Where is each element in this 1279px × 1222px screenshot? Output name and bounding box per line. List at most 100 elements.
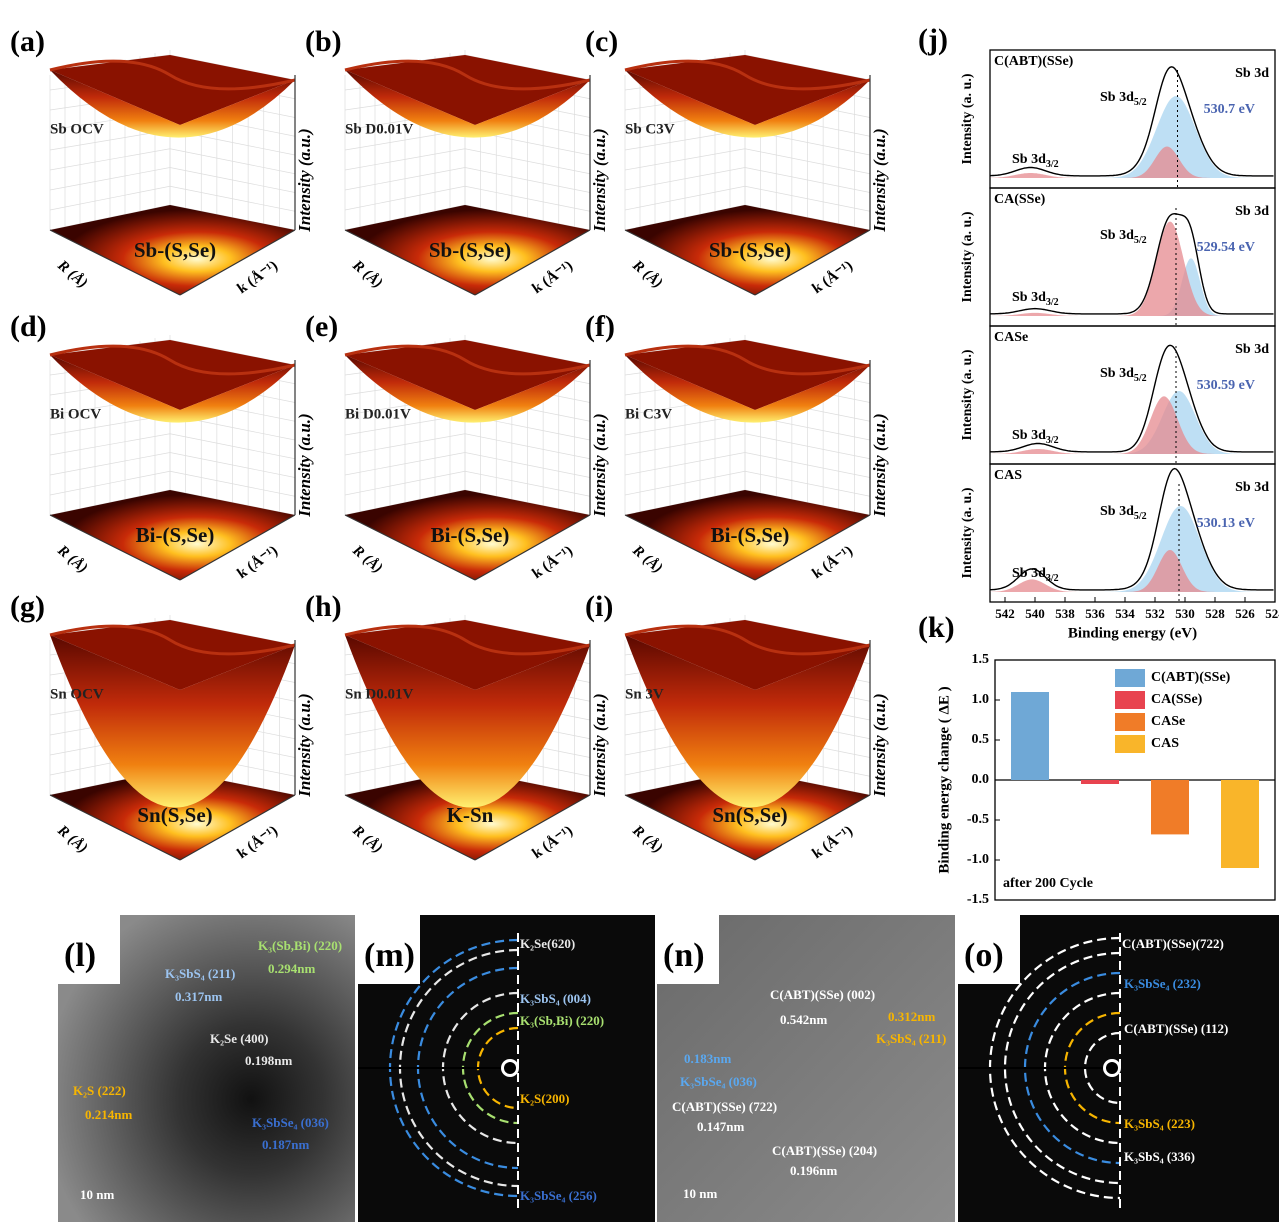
- y-axis-label: Binding energy change ( ΔE ): [936, 686, 952, 873]
- annotation: C(ABT)(SSe) (002): [770, 987, 875, 1002]
- intensity-label: Intensity (a.u.): [295, 693, 314, 797]
- annotation: K₃SbSe₄ (256): [520, 1188, 597, 1203]
- peak-label-main: Sb 3d: [1100, 504, 1134, 519]
- k-axis-label: k (Å⁻¹): [810, 258, 856, 297]
- edge-label: Sb 3d: [1235, 204, 1269, 219]
- annotation: C(ABT)(SSe)(722): [1122, 936, 1224, 951]
- legend-label: C(ABT)(SSe): [1151, 670, 1231, 685]
- bar: [1151, 780, 1189, 834]
- edge-label: Sb 3d: [1235, 66, 1269, 81]
- annotation: K₃SbS₄ (336): [1124, 1149, 1195, 1164]
- x-tick-label: 542: [995, 606, 1015, 621]
- sample-label: Sb C3V: [625, 121, 675, 137]
- x-tick-label: 528: [1205, 606, 1225, 621]
- species-label: Sn(S,Se): [712, 803, 787, 827]
- x-tick-label: 524: [1265, 606, 1279, 621]
- species-label: Bi-(S,Se): [711, 523, 790, 547]
- legend-swatch: [1115, 713, 1145, 731]
- exafs-panel: (e)Bi D0.01VBi-(S,Se)Intensity (a.u.)R (…: [305, 310, 609, 582]
- intensity-label: Intensity (a.u.): [870, 413, 889, 517]
- r-axis-label: R (Å): [54, 257, 91, 292]
- peak-label-main: Sb 3d: [1100, 228, 1134, 243]
- sample-name: CAS: [994, 468, 1022, 483]
- exafs-panel: (c)Sb C3VSb-(S,Se)Intensity (a.u.)R (Å)k…: [585, 25, 889, 297]
- x-tick-label: 538: [1055, 606, 1075, 621]
- r-axis-label: R (Å): [349, 822, 386, 857]
- peak-label-main: Sb 3d: [1012, 290, 1046, 305]
- annotation: K₃SbSe₄ (232): [1124, 976, 1201, 991]
- r-axis-label: R (Å): [349, 542, 386, 577]
- sample-label: Sn D0.01V: [345, 686, 414, 702]
- sample-label: Sn OCV: [50, 686, 104, 702]
- r-axis-label: R (Å): [629, 257, 666, 292]
- k-axis-label: k (Å⁻¹): [530, 258, 576, 297]
- peak-label-sub: 3/2: [1046, 435, 1059, 446]
- panel-letter: (i): [585, 590, 613, 623]
- panel-letter: (a): [10, 25, 45, 58]
- sample-name: CASe: [994, 330, 1028, 345]
- annotation: C(ABT)(SSe) (204): [772, 1143, 877, 1158]
- sample-label: Bi OCV: [50, 406, 101, 422]
- peak-label-sub: 5/2: [1134, 235, 1147, 246]
- legend-swatch: [1115, 735, 1145, 753]
- panel-letter: (c): [585, 25, 618, 58]
- x-tick-label: 526: [1235, 606, 1255, 621]
- edge-label: Sb 3d: [1235, 480, 1269, 495]
- peak-label: Sb 3d5/2: [1100, 90, 1147, 108]
- y-axis-label: Intensity (a. u.): [960, 211, 975, 302]
- panel-letter: (f): [585, 310, 615, 343]
- species-label: Bi-(S,Se): [136, 523, 215, 547]
- k-axis-label: k (Å⁻¹): [235, 543, 281, 582]
- r-axis-label: R (Å): [349, 257, 386, 292]
- y-tick-label: 0.0: [972, 772, 990, 787]
- peak-label: Sb 3d3/2: [1012, 290, 1059, 308]
- energy-label: 529.54 eV: [1197, 240, 1255, 255]
- annotation: K₂S (222): [73, 1083, 126, 1098]
- k-axis-label: k (Å⁻¹): [530, 543, 576, 582]
- panel-letter: (k): [918, 611, 955, 644]
- species-label: Sn(S,Se): [137, 803, 212, 827]
- peak-label: Sb 3d5/2: [1100, 366, 1147, 384]
- y-tick-label: 1.0: [972, 692, 990, 707]
- intensity-label: Intensity (a.u.): [870, 128, 889, 232]
- peak-label-main: Sb 3d: [1100, 90, 1134, 105]
- bar: [1221, 780, 1259, 868]
- panel-letter: (d): [10, 310, 47, 343]
- panel-letter: (n): [663, 937, 705, 974]
- panel-letter: (b): [305, 25, 342, 58]
- annotation: 0.312nm: [888, 1009, 935, 1024]
- annotation: K₃SbSe₄ (036): [252, 1115, 329, 1130]
- energy-label: 530.13 eV: [1197, 516, 1255, 531]
- y-tick-label: -1.0: [967, 852, 989, 867]
- annotation: K₃(Sb,Bi) (220): [520, 1013, 604, 1028]
- sample-name: C(ABT)(SSe): [994, 54, 1074, 69]
- energy-label: 530.59 eV: [1197, 378, 1255, 393]
- y-tick-label: -1.5: [967, 892, 989, 907]
- species-label: Sb-(S,Se): [134, 238, 216, 262]
- panel-letter: (j): [918, 23, 948, 56]
- spectrum-frame: [990, 188, 1275, 326]
- intensity-label: Intensity (a.u.): [590, 693, 609, 797]
- x-tick-label: 532: [1145, 606, 1165, 621]
- y-tick-label: 1.5: [972, 652, 990, 667]
- intensity-label: Intensity (a.u.): [590, 128, 609, 232]
- y-tick-label: 0.5: [972, 732, 990, 747]
- annotation: K₂S(200): [520, 1091, 569, 1106]
- annotation: 0.183nm: [684, 1051, 731, 1066]
- y-axis-label: Intensity (a. u.): [960, 487, 975, 578]
- annotation: after 200 Cycle: [1003, 876, 1093, 891]
- x-tick-label: 530: [1175, 606, 1195, 621]
- peak-label: Sb 3d5/2: [1100, 504, 1147, 522]
- k-axis-label: k (Å⁻¹): [235, 258, 281, 297]
- k-axis-label: k (Å⁻¹): [810, 823, 856, 862]
- panel-letter: (h): [305, 590, 342, 623]
- x-tick-label: 534: [1115, 606, 1135, 621]
- bar: [1081, 780, 1119, 784]
- spectrum-curve: [990, 258, 1275, 316]
- sample-name: CA(SSe): [994, 192, 1046, 207]
- annotation: 0.317nm: [175, 989, 222, 1004]
- annotation: K₃SbS₄ (211): [165, 966, 235, 981]
- annotation: K₃SbS₄ (004): [520, 991, 591, 1006]
- annotation: 0.214nm: [85, 1107, 132, 1122]
